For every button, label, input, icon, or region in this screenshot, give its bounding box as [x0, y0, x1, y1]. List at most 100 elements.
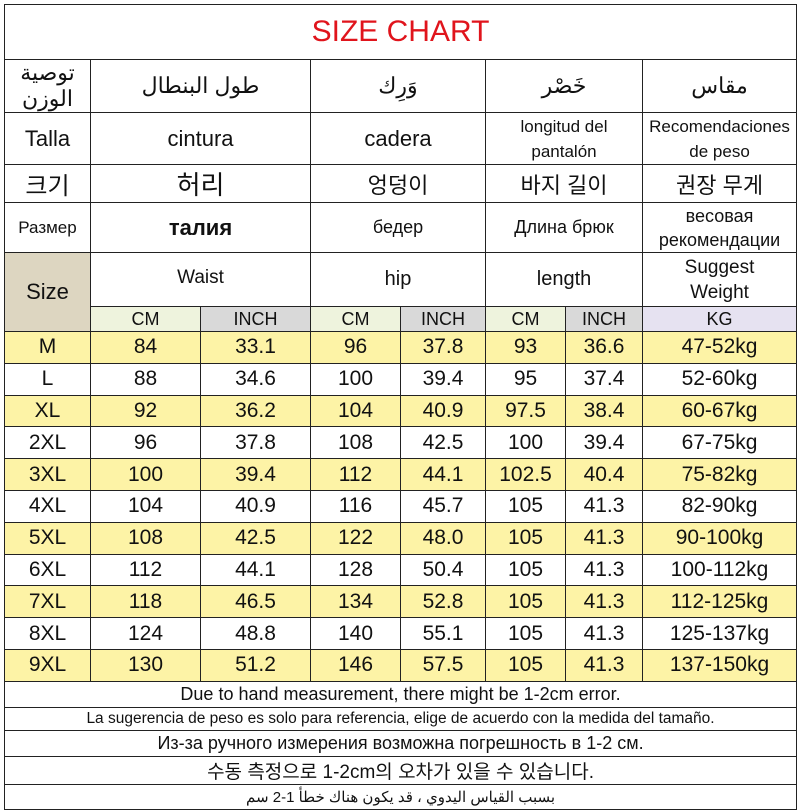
table-cell: 104	[90, 489, 201, 523]
header-cell: طول البنطال	[90, 59, 311, 113]
size-label-cell: L	[4, 362, 91, 396]
table-cell: 92	[90, 394, 201, 428]
size-chart-table: SIZE CHART توصية الوزن طول البنطال وَرِك…	[3, 4, 798, 810]
chart-title: SIZE CHART	[3, 4, 798, 60]
header-cell: 허리	[90, 164, 311, 203]
table-cell: 104	[310, 394, 401, 428]
note-text: Due to hand measurement, there might be …	[3, 680, 798, 708]
table-cell: 137-150kg	[641, 648, 798, 682]
header-cell: hip	[310, 252, 486, 307]
table-cell: 122	[310, 521, 401, 555]
units-row: CM INCH CM INCH CM INCH KG	[5, 306, 798, 332]
header-row-russian: Размер талия бедер Длина брюк весовая ре…	[4, 202, 798, 253]
table-cell: 84	[90, 331, 201, 364]
table-cell: 36.6	[565, 331, 643, 364]
table-cell: 140	[310, 617, 401, 650]
table-cell: 93	[485, 331, 566, 364]
table-row: 4XL 104 40.9 116 45.7 105 41.3 82-90kg	[4, 489, 798, 523]
header-row-english: Size Waist hip length Suggest Weight	[4, 252, 798, 332]
table-cell: 130	[90, 648, 201, 682]
table-cell: 100	[485, 426, 566, 460]
table-cell: 41.3	[565, 489, 643, 523]
table-cell: 40.9	[400, 394, 486, 428]
note-row: 수동 측정으로 1-2cm의 오차가 있을 수 있습니다.	[3, 755, 798, 785]
table-cell: 97.5	[485, 394, 566, 428]
size-label-cell: 6XL	[4, 553, 91, 587]
size-label-cell: M	[4, 331, 91, 364]
note-text: Из-за ручного измерения возможна погрешн…	[3, 729, 798, 757]
table-cell: 41.3	[565, 553, 643, 587]
table-cell: 60-67kg	[641, 394, 798, 428]
table-cell: 41.3	[565, 521, 643, 555]
table-cell: 146	[310, 648, 401, 682]
size-label-cell: 3XL	[4, 458, 91, 491]
table-cell: 37.8	[400, 331, 486, 364]
table-cell: 134	[310, 585, 401, 619]
size-label-cell: 5XL	[4, 521, 91, 555]
table-cell: 105	[485, 489, 566, 523]
table-cell: 90-100kg	[641, 521, 798, 555]
unit-cell: CM	[90, 306, 201, 332]
header-cell: cintura	[90, 112, 311, 165]
table-cell: 41.3	[565, 648, 643, 682]
table-cell: 33.1	[200, 331, 311, 364]
table-cell: 128	[310, 553, 401, 587]
header-cell: Suggest Weight	[641, 252, 798, 307]
size-label-cell: 9XL	[4, 648, 91, 682]
size-label-cell: 4XL	[4, 489, 91, 523]
table-cell: 108	[310, 426, 401, 460]
header-cell: Talla	[4, 112, 91, 165]
unit-cell: INCH	[200, 306, 311, 332]
table-cell: 57.5	[400, 648, 486, 682]
header-cell: 바지 길이	[485, 164, 643, 203]
unit-cell: INCH	[400, 306, 486, 332]
table-cell: 112	[310, 458, 401, 491]
table-row: 9XL 130 51.2 146 57.5 105 41.3 137-150kg	[4, 648, 798, 682]
table-row: 8XL 124 48.8 140 55.1 105 41.3 125-137kg	[4, 617, 798, 650]
table-cell: 46.5	[200, 585, 311, 619]
unit-cell: KG	[641, 306, 798, 332]
table-row: 2XL 96 37.8 108 42.5 100 39.4 67-75kg	[4, 426, 798, 460]
header-cell: مقاس	[641, 59, 798, 113]
size-label-cell: XL	[4, 394, 91, 428]
note-row: Due to hand measurement, there might be …	[3, 680, 798, 708]
table-cell: 38.4	[565, 394, 643, 428]
table-cell: 48.8	[200, 617, 311, 650]
table-cell: 39.4	[200, 458, 311, 491]
table-cell: 124	[90, 617, 201, 650]
unit-cell: INCH	[565, 306, 643, 332]
table-cell: 40.4	[565, 458, 643, 491]
table-cell: 41.3	[565, 585, 643, 619]
note-text: La sugerencia de peso es solo para refer…	[3, 706, 798, 731]
header-cell: length	[485, 252, 643, 307]
table-row: 6XL 112 44.1 128 50.4 105 41.3 100-112kg	[4, 553, 798, 587]
table-cell: 116	[310, 489, 401, 523]
note-row: Из-за ручного измерения возможна погрешн…	[3, 729, 798, 757]
table-cell: 42.5	[200, 521, 311, 555]
header-row-arabic: توصية الوزن طول البنطال وَرِك خَصْر مقاس	[4, 59, 798, 113]
table-cell: 105	[485, 617, 566, 650]
table-row: 5XL 108 42.5 122 48.0 105 41.3 90-100kg	[4, 521, 798, 555]
table-cell: 102.5	[485, 458, 566, 491]
header-cell-size: Size	[4, 252, 91, 332]
table-cell: 112-125kg	[641, 585, 798, 619]
table-cell: 36.2	[200, 394, 311, 428]
table-cell: 48.0	[400, 521, 486, 555]
note-text: 수동 측정으로 1-2cm의 오차가 있을 수 있습니다.	[3, 755, 798, 785]
table-row: L 88 34.6 100 39.4 95 37.4 52-60kg	[4, 362, 798, 396]
table-cell: 100	[310, 362, 401, 396]
note-row: بسبب القياس اليدوي ، قد يكون هناك خطأ 1-…	[3, 783, 798, 810]
table-cell: 41.3	[565, 617, 643, 650]
header-row-korean: 크기 허리 엉덩이 바지 길이 권장 무게	[4, 164, 798, 203]
table-cell: 42.5	[400, 426, 486, 460]
table-cell: 105	[485, 553, 566, 587]
table-row: 3XL 100 39.4 112 44.1 102.5 40.4 75-82kg	[4, 458, 798, 491]
table-row: M 84 33.1 96 37.8 93 36.6 47-52kg	[4, 331, 798, 364]
table-cell: 105	[485, 521, 566, 555]
header-cell: وَرِك	[310, 59, 486, 113]
header-cell: 권장 무게	[641, 164, 798, 203]
header-cell: longitud del pantalón	[485, 112, 643, 165]
table-row: 7XL 118 46.5 134 52.8 105 41.3 112-125kg	[4, 585, 798, 619]
header-cell: талия	[90, 202, 311, 253]
header-cell: cadera	[310, 112, 486, 165]
